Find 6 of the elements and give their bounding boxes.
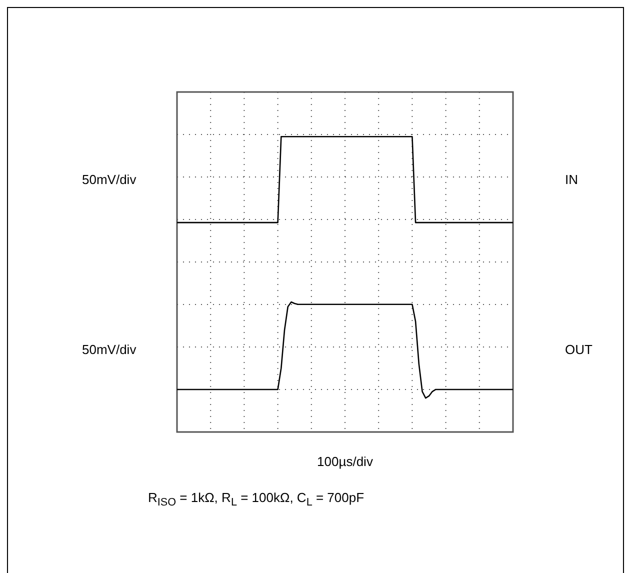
x-axis-title: 100µs/div — [316, 454, 374, 469]
text: 50mV/div — [82, 172, 136, 187]
text: R$_{ISO}$ = 1kΩ, R$_{L}$ = 100kΩ, C$_{L}$ = 700pF — [148, 490, 364, 509]
text: IN — [565, 172, 578, 187]
text: OUT — [565, 342, 592, 358]
text: 50mV/div — [82, 342, 136, 358]
